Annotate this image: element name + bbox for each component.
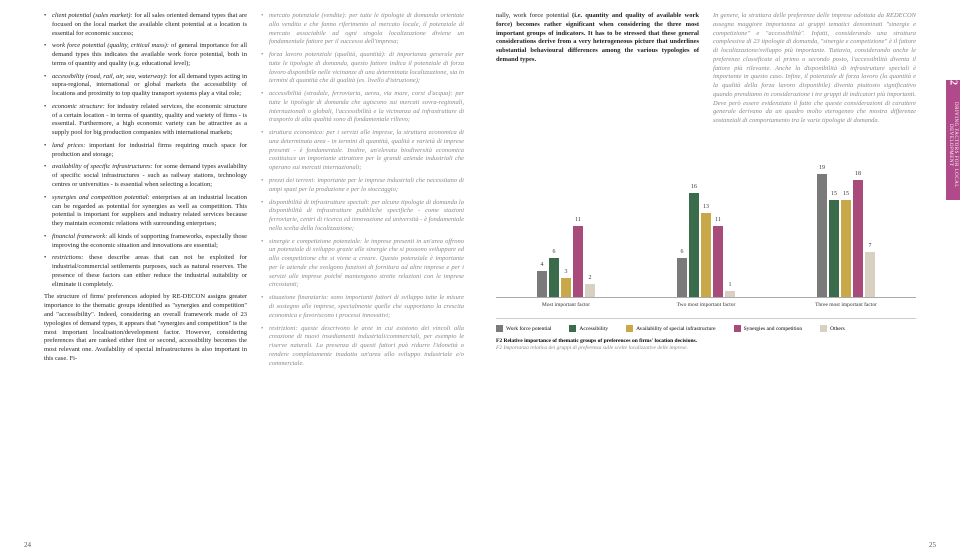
bullet-list-en: client potential (sales market): for all… bbox=[44, 12, 247, 289]
right-col-italian: In genere, la struttura delle preferenze… bbox=[713, 12, 916, 154]
bar-value-label: 11 bbox=[575, 217, 581, 223]
list-item: sinergie e competizione potenziale: le i… bbox=[261, 238, 464, 291]
page-right: nally, work force potential (i.e. quanti… bbox=[480, 0, 960, 555]
left-col-italian: mercato potenziale (vendite): per tutte … bbox=[261, 12, 464, 532]
chart-legend: Work force potential Accessibility Availab… bbox=[496, 318, 916, 332]
bar-value-label: 7 bbox=[869, 243, 872, 249]
list-item: situazione finanziaria: sono importanti … bbox=[261, 294, 464, 320]
legend-item: Synergies and competition bbox=[734, 325, 803, 332]
left-columns: client potential (sales market): for all… bbox=[44, 12, 464, 532]
chart-bar: 3 bbox=[561, 278, 571, 298]
chart-bar: 6 bbox=[677, 258, 687, 297]
bar-value-label: 19 bbox=[819, 165, 825, 171]
caption-en: F2 Relative importance of thematic group… bbox=[496, 338, 697, 344]
chart-group-label: Most important factor bbox=[496, 302, 636, 308]
chart-bars-area: 46311261613111191515187 bbox=[496, 160, 916, 298]
list-item: prezzi dei terreni: importante per le im… bbox=[261, 177, 464, 195]
chart-group: 463112 bbox=[496, 226, 636, 298]
legend-label: Synergies and competition bbox=[744, 326, 803, 332]
bar-value-label: 13 bbox=[703, 204, 709, 210]
chart-bar: 11 bbox=[713, 226, 723, 298]
section-tab: 2 DRIVING FACTORS FOR LOCAL DEVELOPMENT bbox=[946, 80, 960, 200]
legend-label: Accessibility bbox=[579, 326, 608, 332]
caption-it: F2 Importanza relativa dei gruppi di pre… bbox=[496, 345, 688, 351]
chart-x-labels: Most important factorTwo most important … bbox=[496, 302, 916, 308]
right-it-text: In genere, la struttura delle preferenze… bbox=[713, 12, 916, 126]
chart-group: 61613111 bbox=[636, 193, 776, 297]
list-item: synergies and competition potential: ent… bbox=[44, 194, 247, 229]
right-top-columns: nally, work force potential (i.e. quanti… bbox=[496, 12, 916, 154]
bar-value-label: 15 bbox=[843, 191, 849, 197]
right-en-text: nally, work force potential (i.e. quanti… bbox=[496, 12, 699, 63]
bar-value-label: 6 bbox=[553, 249, 556, 255]
closing-para-en: The structure of firms' preferences adop… bbox=[44, 293, 247, 363]
legend-swatch bbox=[569, 325, 576, 332]
chart-bar: 6 bbox=[549, 258, 559, 297]
list-item: financial framework: all kinds of suppor… bbox=[44, 233, 247, 251]
list-item: economic structure: for industry related… bbox=[44, 103, 247, 138]
list-item: accessibilità (stradale, ferroviaria, ae… bbox=[261, 90, 464, 125]
list-item: client potential (sales market): for all… bbox=[44, 12, 247, 38]
chart-bar: 1 bbox=[725, 291, 735, 298]
legend-item: Others bbox=[820, 325, 845, 332]
chart-bar: 18 bbox=[853, 180, 863, 297]
bar-value-label: 4 bbox=[541, 262, 544, 268]
chart-group: 191515187 bbox=[776, 174, 916, 298]
legend-label: Work force potential bbox=[506, 326, 551, 332]
bullet-list-it: mercato potenziale (vendite): per tutte … bbox=[261, 12, 464, 368]
legend-item: Work force potential bbox=[496, 325, 551, 332]
section-number: 2 bbox=[948, 80, 959, 86]
list-item: availability of specific infrastructures… bbox=[44, 163, 247, 189]
section-label: DRIVING FACTORS FOR LOCAL DEVELOPMENT bbox=[948, 90, 958, 201]
bar-value-label: 16 bbox=[691, 184, 697, 190]
legend-label: Others bbox=[830, 326, 845, 332]
chart-bar: 11 bbox=[573, 226, 583, 298]
chart-bar: 15 bbox=[841, 200, 851, 298]
chart-group-label: Two most important factor bbox=[636, 302, 776, 308]
legend-item: Availability of special infrastructure bbox=[626, 325, 715, 332]
page-number-right: 25 bbox=[929, 541, 936, 549]
bar-value-label: 1 bbox=[729, 282, 732, 288]
list-item: disponibilità di infrastrutture speciali… bbox=[261, 199, 464, 234]
left-col-english: client potential (sales market): for all… bbox=[44, 12, 247, 532]
list-item: mercato potenziale (vendite): per tutte … bbox=[261, 12, 464, 47]
legend-label: Availability of special infrastructure bbox=[636, 326, 715, 332]
bar-value-label: 6 bbox=[681, 249, 684, 255]
list-item: accessibility (road, rail, air, sea, wat… bbox=[44, 73, 247, 99]
bar-chart: 46311261613111191515187 Most important f… bbox=[496, 160, 916, 375]
list-item: restrictions: these describe areas that … bbox=[44, 254, 247, 289]
list-item: forza lavoro potenziale (qualità, quanti… bbox=[261, 51, 464, 86]
chart-bar: 19 bbox=[817, 174, 827, 298]
list-item: restrizioni: queste descrivono le aree i… bbox=[261, 325, 464, 369]
page-number-left: 24 bbox=[24, 541, 31, 549]
bar-value-label: 15 bbox=[831, 191, 837, 197]
right-col-english: nally, work force potential (i.e. quanti… bbox=[496, 12, 699, 154]
list-item: land prices: important for industrial fi… bbox=[44, 142, 247, 160]
legend-swatch bbox=[626, 325, 633, 332]
bar-value-label: 11 bbox=[715, 217, 721, 223]
chart-group-label: Three most important factor bbox=[776, 302, 916, 308]
chart-bar: 4 bbox=[537, 271, 547, 297]
legend-swatch bbox=[496, 325, 503, 332]
chart-bar: 16 bbox=[689, 193, 699, 297]
list-item: struttura economica: per i servizi alle … bbox=[261, 129, 464, 173]
chart-bar: 13 bbox=[701, 213, 711, 298]
list-item: work force potential (quality, critical … bbox=[44, 42, 247, 68]
chart-bar: 15 bbox=[829, 200, 839, 298]
legend-swatch bbox=[734, 325, 741, 332]
chart-bar: 7 bbox=[865, 252, 875, 298]
chart-bar: 2 bbox=[585, 284, 595, 297]
page-left: client potential (sales market): for all… bbox=[0, 0, 480, 555]
bar-value-label: 18 bbox=[855, 171, 861, 177]
bar-value-label: 2 bbox=[589, 275, 592, 281]
chart-caption: F2 Relative importance of thematic group… bbox=[496, 338, 916, 352]
legend-item: Accessibility bbox=[569, 325, 608, 332]
legend-swatch bbox=[820, 325, 827, 332]
bar-value-label: 3 bbox=[565, 269, 568, 275]
